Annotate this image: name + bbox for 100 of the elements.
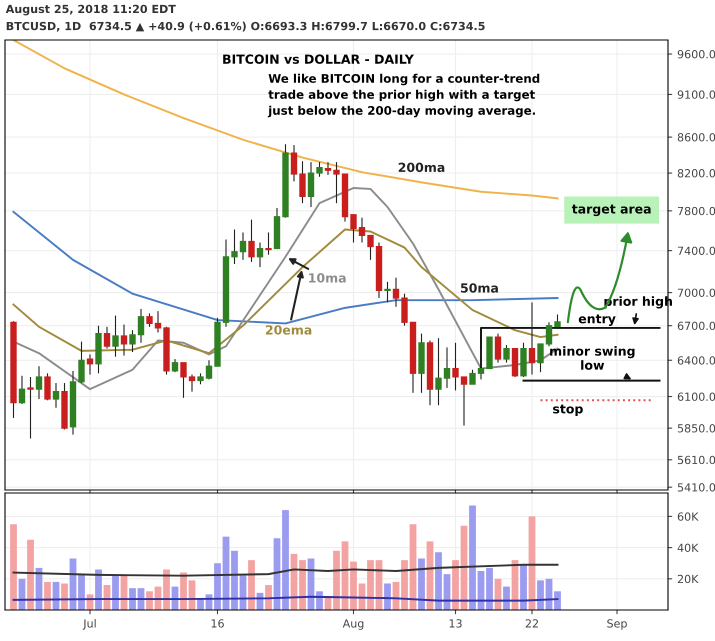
bar [520, 564, 527, 610]
y-tick-label: 7400.0 [678, 246, 715, 255]
y-tick-label: 6400.0 [678, 356, 715, 365]
y-tick-label: 8600.0 [678, 133, 715, 142]
series-label: 20ema [266, 325, 312, 335]
bar [418, 558, 425, 610]
candlestick [299, 160, 306, 204]
y-tick-label: 9600.0 [678, 50, 715, 58]
bar [61, 583, 68, 610]
candlestick [240, 232, 246, 260]
candlestick [52, 382, 60, 408]
bar [120, 576, 128, 610]
bar [104, 585, 110, 610]
candlestick [206, 360, 212, 380]
candlestick [452, 342, 459, 391]
candlestick [188, 374, 196, 392]
candlestick [138, 308, 144, 344]
candlestick [86, 354, 94, 376]
bar [248, 560, 255, 610]
candlestick [460, 376, 468, 426]
x-tick-label: 16 [212, 619, 224, 628]
candlestick [503, 344, 510, 364]
y-tick-label: 20K [678, 574, 699, 584]
candlestick [333, 162, 340, 204]
candlestick [104, 326, 110, 350]
candlestick [367, 234, 374, 260]
y-tick-label: 60K [678, 512, 699, 521]
candlestick [112, 315, 119, 358]
bar [503, 586, 510, 610]
candlestick [265, 232, 272, 256]
text: We like BITCOIN long for a counter-trend trade above the prior high with a target just below the 200-day moving average. [268, 74, 540, 118]
bar [528, 516, 536, 610]
y-tick-label: 7800.0 [678, 206, 715, 216]
x-tick-label: 13 [450, 619, 462, 628]
candlestick [494, 333, 502, 364]
y-tick-label: 8200.0 [678, 169, 715, 178]
candlestick [316, 162, 323, 178]
candlestick [248, 219, 255, 262]
candlestick [44, 372, 51, 401]
text: 10ma [309, 273, 346, 283]
candlestick [180, 362, 187, 398]
line-series [12, 564, 558, 577]
bar [44, 582, 51, 610]
bar [18, 578, 26, 610]
candlestick [324, 162, 332, 176]
series-label: 200ma [398, 162, 444, 172]
y-tick-label: 7000.0 [678, 288, 715, 297]
line-series [12, 40, 558, 200]
candlestick [546, 322, 552, 347]
candlestick [528, 302, 536, 376]
y-tick-label: 40K [678, 544, 699, 552]
annotation: minor swing low [550, 346, 634, 370]
annotation: entry [578, 314, 616, 326]
text: BTCUSD, 1D 6734.5 ▲ +40.9 (+0.61%) O:6693.3 H:6799.7 L:6670.0 C:6734.5 [6, 22, 485, 32]
text: August 25, 2018 11:20 EDT [6, 4, 176, 16]
bar [36, 568, 42, 610]
candlestick [231, 228, 238, 265]
y-tick-label: 6100.0 [678, 392, 715, 401]
candlestick [146, 312, 153, 328]
bar [10, 524, 17, 610]
bar [172, 586, 178, 610]
bar [27, 540, 34, 610]
series-label: 50ma [460, 283, 498, 293]
bar [95, 569, 102, 610]
y-tick-label: 6700.0 [678, 322, 715, 330]
candlestick [384, 281, 391, 303]
candlestick [358, 217, 366, 244]
candlestick [469, 369, 476, 385]
candlestick [290, 144, 298, 182]
candlestick [197, 372, 204, 385]
candlestick [444, 346, 450, 388]
bar [426, 541, 434, 610]
x-tick-label: Jul [82, 619, 96, 630]
candlestick [154, 310, 162, 334]
bar [384, 583, 391, 610]
y-tick-label: 5410.0 [678, 483, 715, 492]
candlestick [36, 366, 42, 400]
x-tick-label: Aug [342, 619, 364, 630]
bar [52, 582, 60, 610]
candlestick [172, 358, 178, 373]
bar [494, 578, 502, 610]
candlestick [478, 349, 484, 380]
candlestick [350, 214, 357, 244]
candlestick [120, 324, 128, 356]
y-tick-label: 9100.0 [678, 90, 715, 99]
candlestick [308, 162, 314, 208]
x-tick-label: 22 [526, 619, 538, 628]
candlestick [435, 338, 442, 406]
annotation: stop [553, 404, 583, 416]
candlestick [392, 277, 400, 308]
candlestick [554, 314, 561, 330]
x-tick-label: Sep [607, 619, 627, 630]
bar [512, 560, 518, 610]
bar [112, 576, 119, 610]
candlestick [129, 330, 136, 353]
candlestick [256, 242, 264, 268]
candlestick [537, 343, 544, 373]
text: BITCOIN vs DOLLAR - DAILY [223, 54, 414, 64]
line-series [12, 210, 558, 324]
candlestick [78, 341, 85, 384]
